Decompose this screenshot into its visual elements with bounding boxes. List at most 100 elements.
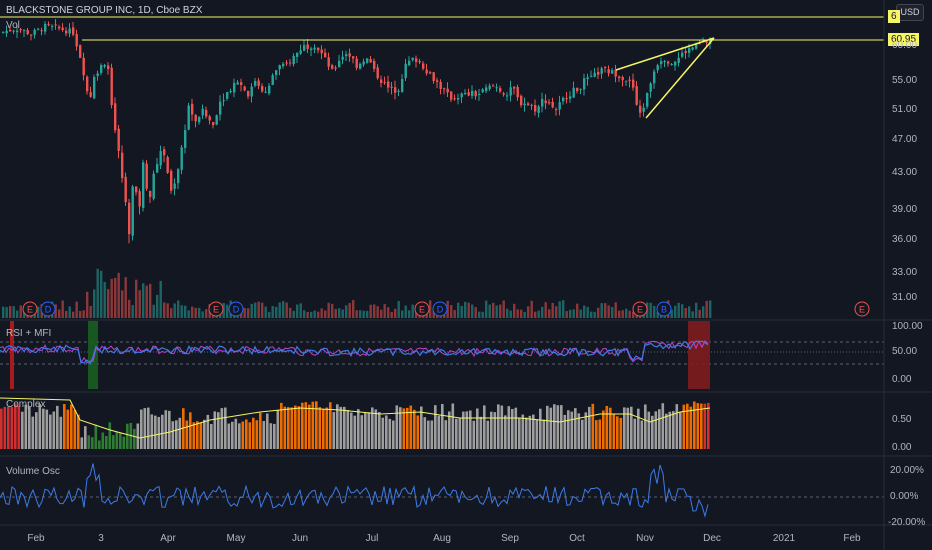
price-axis-label: 43.00 [892,167,918,178]
candle-body [502,93,505,95]
complex-bar [353,415,357,449]
complex-bar [308,404,311,449]
complex-bar [322,408,325,449]
candle-body [383,82,386,84]
candle-body [474,91,477,97]
complex-bar [378,412,381,449]
volosc-pane-title[interactable]: Volume Osc [6,466,60,477]
volosc-axis-label: 0.00% [890,491,919,502]
complex-bar [427,420,430,449]
volume-bar [145,285,148,318]
rsi-oversold-highlight [88,321,98,389]
volume-bar [12,306,15,318]
volume-bar [684,308,687,318]
price-tag-60-95: 60.95 [888,33,920,46]
time-axis-label: Nov [636,533,654,544]
complex-bar [3,406,7,449]
complex-bar [451,403,455,449]
complex-bar [577,413,581,449]
complex-bar [98,440,101,449]
event-marker-label: E [419,305,425,315]
complex-bar [661,403,665,449]
time-axis-label: Jul [365,533,379,544]
candle-body [107,65,110,70]
complex-bar [290,407,294,449]
complex-bar [231,421,234,449]
candle-body [47,24,50,26]
candle-body [677,57,680,63]
volosc-axis-label: 20.00% [890,465,924,476]
rsi-overbought-highlight-left [10,321,14,389]
candle-body [198,116,201,123]
volume-bar [247,308,250,318]
volume-bar [163,302,166,318]
volume-bar [464,301,467,318]
complex-bar [497,404,500,449]
volume-bar [709,300,712,318]
volume-bar [628,310,631,318]
rsi-pane-title[interactable]: RSI + MFI [6,328,52,339]
time-axis-label: 3 [98,533,104,544]
candle-body [177,169,180,184]
candle-body [499,88,502,92]
volume-bar [600,303,603,318]
complex-bar [507,406,511,449]
complex-bar [469,410,472,449]
candle-body [5,30,8,34]
candle-body [408,60,411,66]
complex-bar [682,404,686,449]
candle-body [12,30,15,32]
complex-bar [553,404,556,449]
time-axis-label: May [226,533,246,544]
complex-bar [612,414,616,449]
currency-button[interactable]: USD [896,4,924,21]
complex-bar [17,405,21,449]
candle-body [534,105,537,112]
time-axis-label: 2021 [772,533,796,544]
wedge-upper-line [615,37,715,71]
candle-body [562,97,565,102]
volume-bar [257,301,260,318]
complex-bar [35,412,38,449]
volume-bar [656,311,659,318]
complex-bar [672,411,675,449]
complex-bar [462,411,465,449]
candle-body [75,33,78,47]
volume-oscillator-plot [0,463,884,518]
volume-bar [558,301,561,318]
complex-bar [483,405,486,449]
complex-bar [626,407,630,449]
event-marker-d [40,301,56,317]
complex-bar [444,420,448,449]
complex-axis-label: 0.00 [892,442,912,453]
complex-pane-title[interactable]: Complex [6,399,46,410]
volume-bar [397,300,400,318]
candle-body [576,87,579,92]
complex-bar [248,422,252,449]
complex-bar [595,420,598,449]
volume-bar [54,304,57,318]
complex-bar [385,415,388,449]
volume-bar [310,311,313,318]
complex-bar [339,406,343,449]
complex-bar [224,407,227,449]
volume-bar [506,308,509,318]
time-axis-label: Feb [27,533,45,544]
complex-bar [108,422,112,449]
complex-bar [157,416,161,449]
complex-bar [409,405,413,449]
complex-bar [528,415,532,449]
complex-bar [560,405,563,449]
candle-body [625,80,628,82]
candle-body [583,78,586,90]
symbol-title[interactable]: BLACKSTONE GROUP INC, 1D, Cboe BZX [6,5,203,16]
volume-bar [401,310,404,318]
complex-bar [423,417,427,449]
complex-bar [304,402,308,449]
complex-bar [238,423,241,449]
volume-bar [96,268,99,318]
complex-bar [402,408,406,449]
candle-body [520,95,523,106]
candle-body [646,93,649,107]
